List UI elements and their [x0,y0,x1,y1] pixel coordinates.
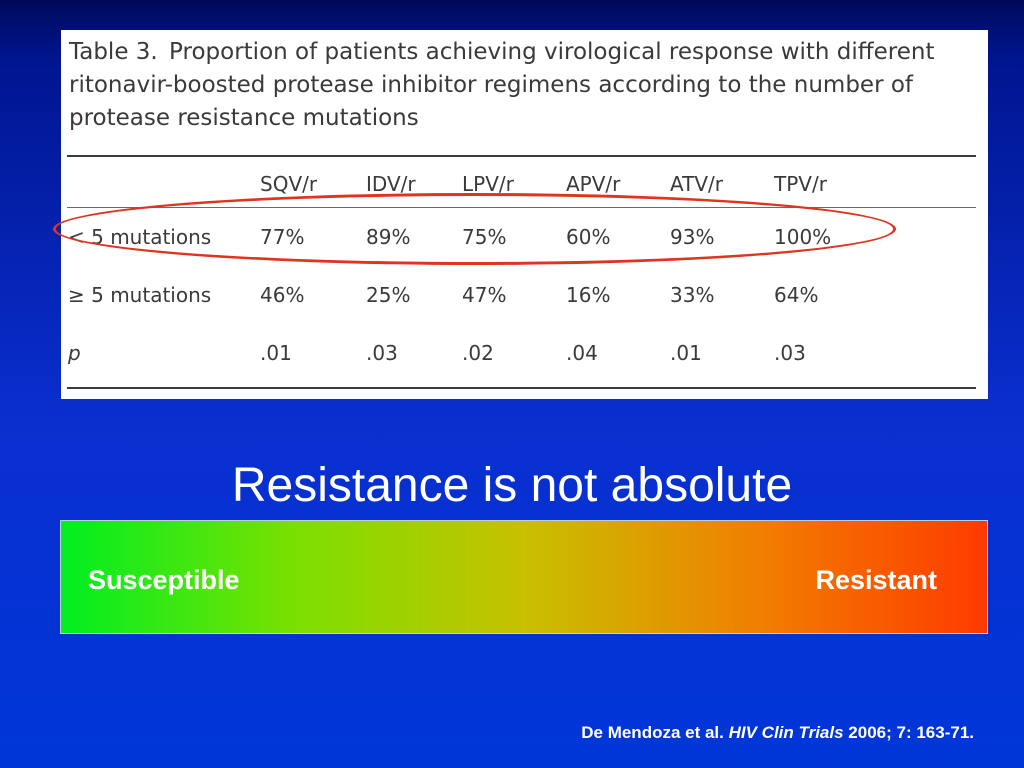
slide-headline: Resistance is not absolute [231,459,793,512]
table-cell: .03 [366,341,398,365]
citation: De Mendoza et al. HIV Clin Trials 2006; … [581,723,974,743]
table-cell: 33% [670,283,715,307]
highlight-oval [53,193,896,265]
table-caption: Table 3. Proportion of patients achievin… [69,36,974,135]
column-header-tpv: TPV/r [774,172,827,196]
resistant-label: Resistant [815,565,937,595]
table-cell: .03 [774,341,806,365]
table-cell: .01 [260,341,292,365]
table-cell: 64% [774,283,819,307]
table-caption-text: Proportion of patients achieving virolog… [69,39,935,131]
table-top-rule [67,155,976,157]
table-cell: .04 [566,341,598,365]
table-cell: 16% [566,283,611,307]
table-cell: 25% [366,283,411,307]
row-label-p: p [68,341,81,365]
citation-authors: De Mendoza et al. [581,723,724,742]
table-cell: .01 [670,341,702,365]
table-cell: 46% [260,283,305,307]
resistance-scale-bar: Susceptible Resistant [60,520,988,634]
citation-details: 2006; 7: 163-71. [848,723,974,742]
table-cell: 47% [462,283,507,307]
table-cell: .02 [462,341,494,365]
column-header-idv: IDV/r [366,172,416,196]
column-header-atv: ATV/r [670,172,723,196]
susceptible-label: Susceptible [88,565,240,595]
table-bottom-rule [67,387,976,389]
table-caption-label: Table 3. [69,39,158,65]
column-header-sqv: SQV/r [260,172,318,196]
row-label-ge5: ≥ 5 mutations [68,283,212,307]
column-header-apv: APV/r [566,172,621,196]
citation-journal: HIV Clin Trials [728,723,844,742]
column-header-lpv: LPV/r [462,172,514,196]
